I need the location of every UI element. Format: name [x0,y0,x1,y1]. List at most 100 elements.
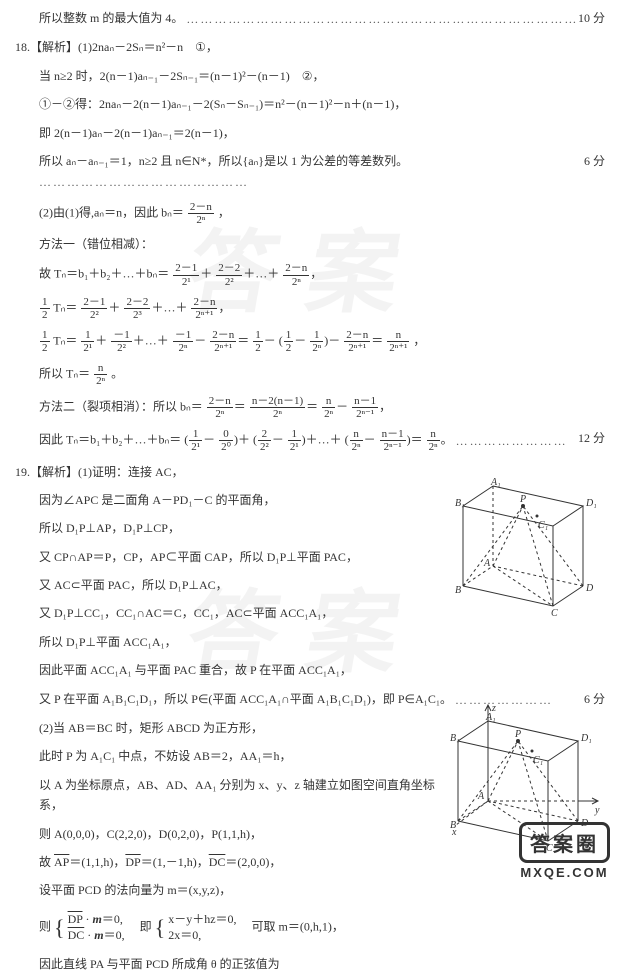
system: x－y＋hz＝0, 2x＝0, [168,912,236,943]
label-P: P [514,729,521,740]
fraction: 12¹ [288,428,301,453]
text: 故 Tₙ＝b₁＋b₂＋…＋bₙ＝ [39,267,169,281]
q19-line6: 又 D₁P⊥CC₁，CC₁∩AC＝C，CC₁，AC⊂平面 ACC₁A₁， [15,603,435,623]
label-P: P [519,494,526,505]
diagram-cube-1: A₁ B₁ C₁ D₁ A B C D P [455,478,605,618]
text: 因此直线 PA 与平面 PCD 所成角 θ 的正弦值为 [39,957,280,971]
fraction: 2－22² [216,262,242,287]
q18-line7: 方法一（错位相减）： [15,234,605,254]
text: (1)证明：连接 AC， [78,465,184,479]
q18-line8: 故 Tₙ＝b₁＋b₂＋…＋bₙ＝ 2－12¹＋ 2－22²＋…＋ 2－n2ⁿ， [15,262,605,287]
fraction: n2ⁿ [322,395,335,420]
q18-line13: 因此 Tₙ＝b₁＋b₂＋…＋bₙ＝ (12¹－ 02⁰)＋ (22²－ 12¹)… [15,428,605,453]
q18-line5: 所以 aₙ－aₙ₋₁＝1，n≥2 且 n∈N*，所以{aₙ}是以 1 为公差的等… [15,151,605,193]
fraction: 12 [40,329,50,354]
q19-line2: 因为∠APC 是二面角 A－PD₁－C 的平面角， [15,490,435,510]
text: 因此 Tₙ＝b₁＋b₂＋…＋bₙ＝ [39,433,181,447]
text: 又 AC⊂平面 PAC，所以 D₁P⊥AC， [39,578,228,592]
text: 又 D₁P⊥CC₁，CC₁∩AC＝C，CC₁，AC⊂平面 ACC₁A₁， [39,606,333,620]
text: Tₙ＝ [53,333,77,347]
fraction: 12ⁿ [310,329,323,354]
text: 因此平面 ACC₁A₁ 与平面 PAC 重合，故 P 在平面 ACC₁A₁， [39,663,352,677]
q19-line11: 此时 P 为 A₁C₁ 中点，不妨设 AB＝2，AA₁＝h， [15,746,435,766]
brace-icon: { [155,915,166,940]
q19-line12: 以 A 为坐标原点，AB、AD、AA₁ 分别为 x、y、z 轴建立如图空间直角坐… [15,775,435,816]
text: ①－②得：2naₙ－2(n－1)aₙ₋₁－2(Sₙ－Sₙ₋₁)＝n²－(n－1)… [39,97,406,111]
fraction: n2ⁿ⁺¹ [387,329,409,354]
q19-line3: 所以 D₁P⊥AP，D₁P⊥CP， [15,518,435,538]
fraction: n2ⁿ [94,362,107,387]
q18-line3: ①－②得：2naₙ－2(n－1)aₙ₋₁－2(Sₙ－Sₙ₋₁)＝n²－(n－1)… [15,94,605,114]
text: 所以 D₁P⊥AP，D₁P⊥CP， [39,521,180,535]
text: 当 n≥2 时，2(n－1)aₙ₋₁－2Sₙ₋₁＝(n－1)²－(n－1) ②， [39,69,325,83]
label-C1: C₁ [533,755,543,766]
numer: n [94,362,107,375]
text: 【解析】 [30,40,78,54]
score: 6 分 [584,151,605,171]
fraction: n2ⁿ [350,428,363,453]
fraction: 12 [284,329,294,354]
fraction: 12 [40,296,50,321]
q19-line13: 则 A(0,0,0)，C(2,2,0)，D(0,2,0)，P(1,1,h)， [15,824,435,844]
text: (1)2naₙ－2Sₙ＝n²－n ①， [78,40,218,54]
text: 方法二（裂项相消）：所以 bₙ＝ [39,400,203,414]
q19-line10: (2)当 AB＝BC 时，矩形 ABCD 为正方形， [15,718,435,738]
q19-line16: 则 { DP · m＝0, DC · m＝0, 即 { x－y＋hz＝0, 2x… [15,909,605,946]
fraction: －12² [111,329,132,354]
text: Tₙ＝ [53,300,77,314]
vector: DP [125,855,140,869]
text: 此时 P 为 A₁C₁ 中点，不妨设 AB＝2，AA₁＝h， [39,749,291,763]
eq: 2x＝0, [168,928,201,942]
q19-line5: 又 AC⊂平面 PAC，所以 D₁P⊥AC， [15,575,435,595]
score: 12 分 [578,428,605,448]
dots: …………………… [456,431,568,451]
denom: 2ⁿ [94,375,107,387]
label-C1: C₁ [538,520,548,531]
text: 因为∠APC 是二面角 A－PD₁－C 的平面角， [39,493,276,507]
q19-line4: 又 CP∩AP＝P，CP，AP⊂平面 CAP，所以 D₁P⊥平面 PAC， [15,547,435,567]
system: DP · m＝0, DC · m＝0, [68,912,125,943]
text: 所以 Tₙ＝ [39,366,90,380]
text: ， [218,205,230,219]
label-B: B [455,585,461,596]
text: 可取 m＝(0,h,1)， [252,919,344,933]
fraction: 2－12¹ [173,262,199,287]
q19-line7: 所以 D₁P⊥平面 ACC₁A₁， [15,632,605,652]
text: ， [413,333,425,347]
text: (2)当 AB＝BC 时，矩形 ABCD 为正方形， [39,721,263,735]
text: 即 2(n－1)aₙ－2(n－1)aₙ₋₁＝2(n－1)， [39,126,235,140]
fraction: 2－12² [81,296,107,321]
text: 以 A 为坐标原点，AB、AD、AA₁ 分别为 x、y、z 轴建立如图空间直角坐… [39,778,435,812]
question-number: 19. [15,462,30,482]
q19-line8: 因此平面 ACC₁A₁ 与平面 PAC 重合，故 P 在平面 ACC₁A₁， [15,660,605,680]
text: 即 [140,919,152,933]
fraction: 2－n2ⁿ [188,201,214,226]
logo-sub: MXQE.COM [519,865,610,880]
logo-main: 答案圈 [519,822,610,863]
eq: x－y＋hz＝0, [168,912,236,926]
label-C: C [551,608,558,618]
fraction: 2－22³ [124,296,150,321]
text: 则 [39,919,51,933]
text: (2)由(1)得,aₙ＝n，因此 bₙ＝ [39,205,184,219]
vector: DC [209,855,226,869]
label-A1: A₁ [485,712,496,723]
q18-line4: 即 2(n－1)aₙ－2(n－1)aₙ₋₁＝2(n－1)， [15,123,605,143]
text: 所以整数 m 的最大值为 4。 [39,11,183,25]
fraction: 2－n2ⁿ [207,395,233,420]
label-B1: B₁ [455,498,465,509]
fraction: 2－n2ⁿ⁺¹ [191,296,217,321]
label-A: A [477,791,485,802]
q18-line6: (2)由(1)得,aₙ＝n，因此 bₙ＝ 2－n2ⁿ ， [15,201,605,226]
fraction: n－12ⁿ⁻¹ [352,395,378,420]
text: 【解析】 [30,465,78,479]
q18-line10: 12 Tₙ＝ 12¹＋ －12²＋…＋ －12ⁿ－ 2－n2ⁿ⁺¹＝ 12－ (… [15,329,605,354]
fraction: 2－n2ⁿ [283,262,309,287]
fraction: 22² [258,428,271,453]
q18-line2: 当 n≥2 时，2(n－1)aₙ₋₁－2Sₙ₋₁＝(n－1)²－(n－1) ②， [15,66,605,86]
site-logo: 答案圈 MXQE.COM [519,822,610,880]
q18-line1: 18.【解析】(1)2naₙ－2Sₙ＝n²－n ①， [15,37,605,57]
label-y: y [594,805,600,816]
q19-line14: 故 AP＝(1,1,h)，DP＝(1,－1,h)，DC＝(2,0,0)， [15,852,435,872]
denom: 2ⁿ [188,214,214,226]
